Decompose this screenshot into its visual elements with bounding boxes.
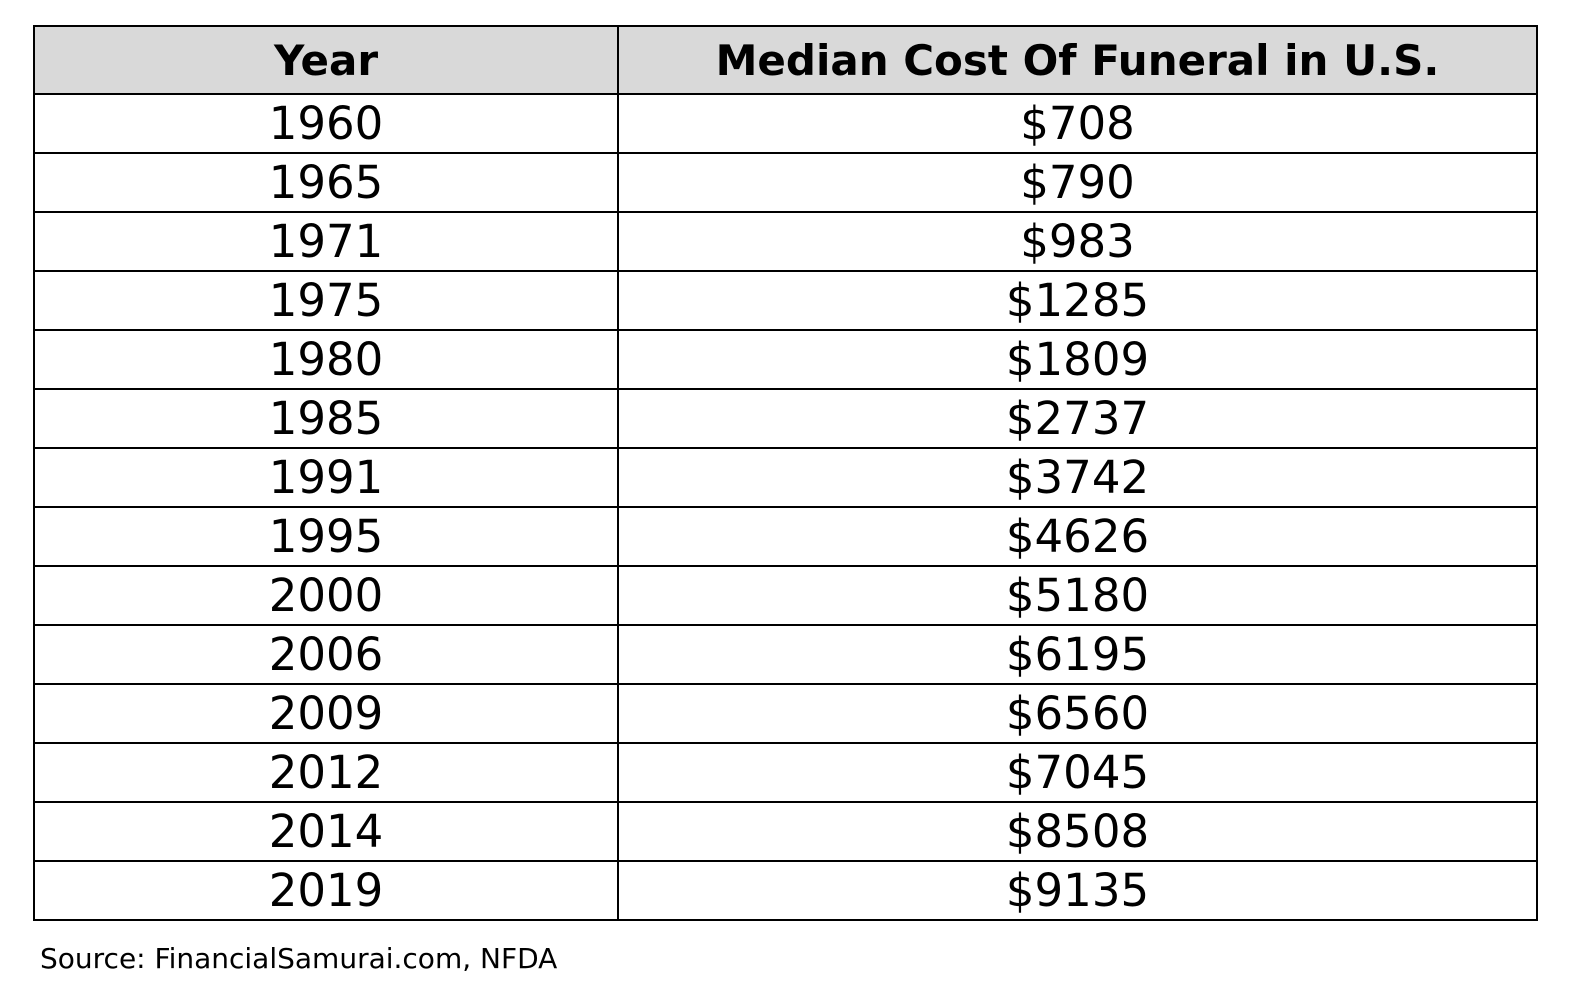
year-cell: 2000 xyxy=(33,565,619,626)
table-body: 1960 $708 1965 $790 1971 $983 1975 $1285 1980 $18… xyxy=(33,93,1538,921)
year-cell: 1971 xyxy=(33,211,619,272)
cost-cell: $9135 xyxy=(617,860,1538,921)
cost-cell: $3742 xyxy=(617,447,1538,508)
table-row: 1980 $1809 xyxy=(33,329,1538,390)
year-cell: 1985 xyxy=(33,388,619,449)
table-row: 2009 $6560 xyxy=(33,683,1538,744)
year-cell: 2014 xyxy=(33,801,619,862)
year-cell: 1991 xyxy=(33,447,619,508)
table-row: 1991 $3742 xyxy=(33,447,1538,508)
year-cell: 2019 xyxy=(33,860,619,921)
cost-cell: $790 xyxy=(617,152,1538,213)
cost-cell: $6560 xyxy=(617,683,1538,744)
header-row: Year Median Cost Of Funeral in U.S. xyxy=(33,25,1538,95)
table-row: 1975 $1285 xyxy=(33,270,1538,331)
table-row: 2006 $6195 xyxy=(33,624,1538,685)
cost-cell: $8508 xyxy=(617,801,1538,862)
table-row: 2012 $7045 xyxy=(33,742,1538,803)
year-cell: 1975 xyxy=(33,270,619,331)
year-cell: 1965 xyxy=(33,152,619,213)
table-row: 2000 $5180 xyxy=(33,565,1538,626)
table-row: 1965 $790 xyxy=(33,152,1538,213)
table-row: 1995 $4626 xyxy=(33,506,1538,567)
cost-cell: $5180 xyxy=(617,565,1538,626)
source-note: Source: FinancialSamurai.com, NFDA xyxy=(40,942,558,975)
year-cell: 1995 xyxy=(33,506,619,567)
table-row: 1985 $2737 xyxy=(33,388,1538,449)
cost-cell: $1809 xyxy=(617,329,1538,390)
cost-cell: $983 xyxy=(617,211,1538,272)
cost-cell: $4626 xyxy=(617,506,1538,567)
table-row: 2014 $8508 xyxy=(33,801,1538,862)
table-row: 1960 $708 xyxy=(33,93,1538,154)
cost-cell: $6195 xyxy=(617,624,1538,685)
cost-cell: $7045 xyxy=(617,742,1538,803)
data-table: Year Median Cost Of Funeral in U.S. 1960… xyxy=(33,25,1538,921)
table-row: 1971 $983 xyxy=(33,211,1538,272)
cost-cell: $2737 xyxy=(617,388,1538,449)
table-header: Year Median Cost Of Funeral in U.S. xyxy=(33,25,1538,95)
year-cell: 2009 xyxy=(33,683,619,744)
cost-cell: $1285 xyxy=(617,270,1538,331)
cost-cell: $708 xyxy=(617,93,1538,154)
header-cell: Median Cost Of Funeral in U.S. xyxy=(617,25,1538,95)
year-cell: 2006 xyxy=(33,624,619,685)
year-cell: 1980 xyxy=(33,329,619,390)
header-cell: Year xyxy=(33,25,619,95)
year-cell: 1960 xyxy=(33,93,619,154)
table-row: 2019 $9135 xyxy=(33,860,1538,921)
year-cell: 2012 xyxy=(33,742,619,803)
